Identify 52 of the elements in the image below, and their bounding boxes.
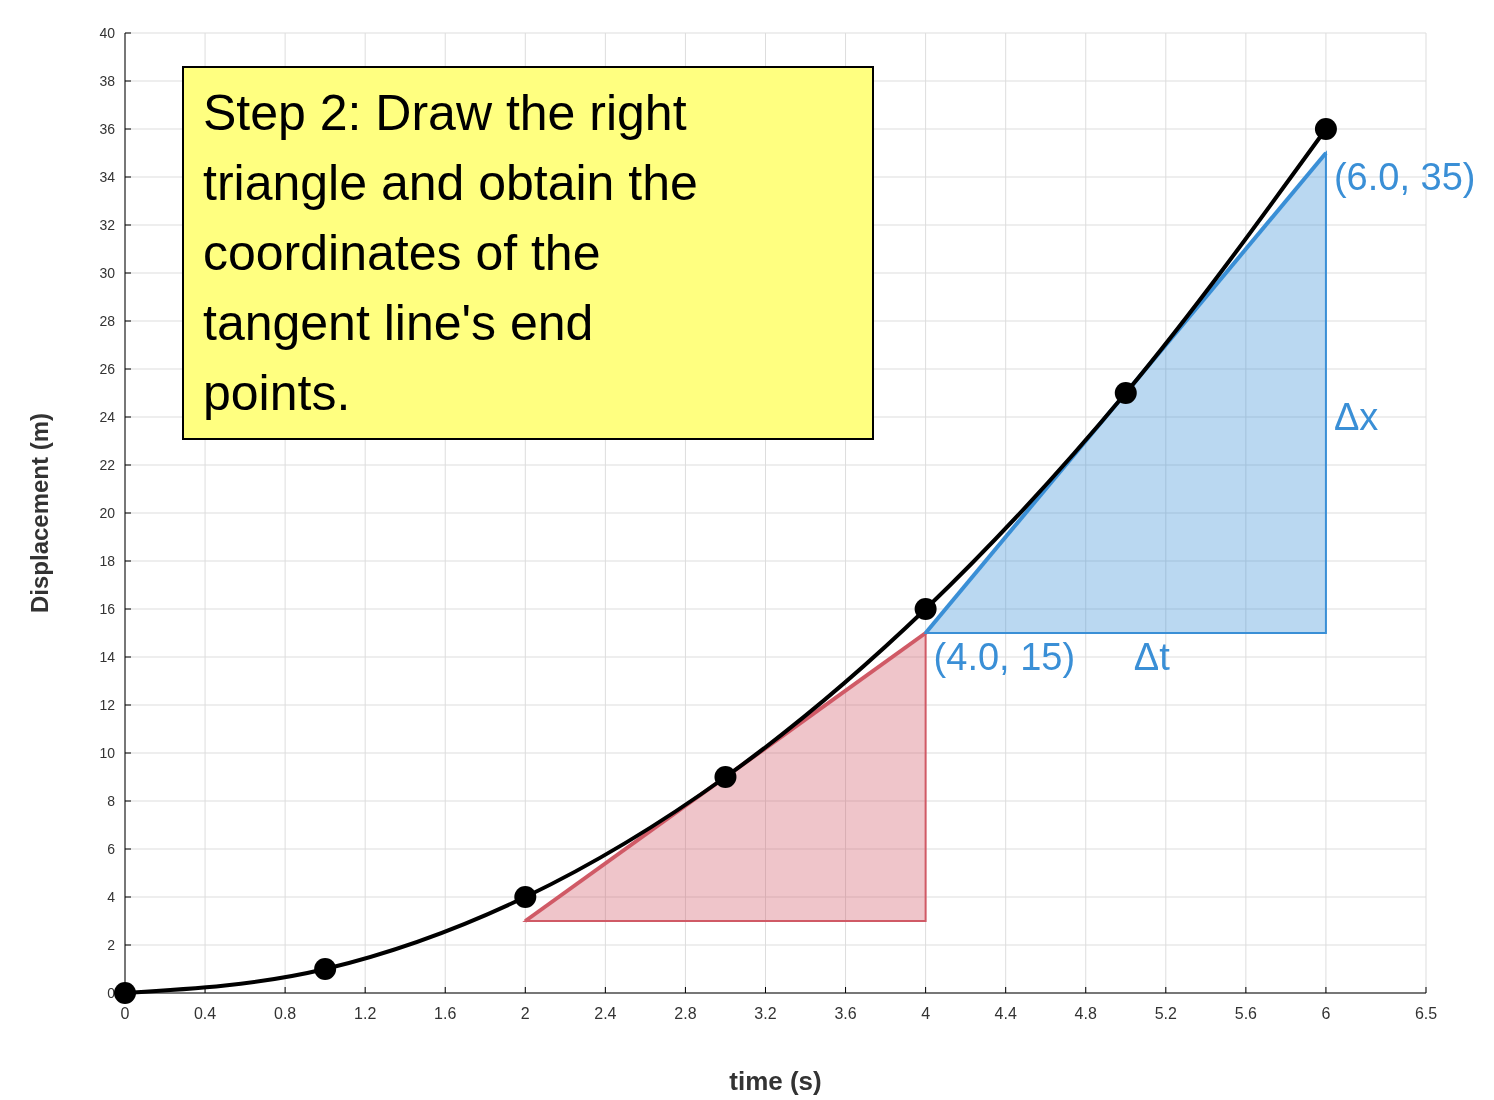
y-tick-label: 22 <box>99 456 116 473</box>
x-tick-label: 1.6 <box>434 1005 457 1022</box>
y-tick-label: 34 <box>99 168 116 185</box>
x-tick-label: 0 <box>120 1005 130 1022</box>
annotation: (6.0, 35) <box>1333 156 1476 199</box>
x-tick-label: 5.2 <box>1154 1005 1178 1022</box>
x-tick-label: 6 <box>1321 1005 1331 1022</box>
x-tick-label: 3.6 <box>834 1005 857 1022</box>
x-tick-label: 2 <box>520 1005 530 1022</box>
x-tick-label: 3.2 <box>754 1005 777 1022</box>
y-tick-label: 14 <box>99 648 116 665</box>
y-tick-label: 10 <box>99 744 116 761</box>
y-tick-label: 8 <box>107 792 116 809</box>
y-tick-label: 20 <box>99 504 116 521</box>
annotation: Δx <box>1333 396 1379 439</box>
y-tick-label: 26 <box>99 360 116 377</box>
x-tick-label: 4.8 <box>1074 1005 1097 1022</box>
y-tick-label: 0 <box>107 984 116 1001</box>
x-tick-label: 0.4 <box>193 1005 217 1022</box>
annotation: Δt <box>1133 636 1171 679</box>
y-tick-label: 40 <box>99 24 116 41</box>
y-tick-label: 18 <box>99 552 116 569</box>
x-tick-label: 4.4 <box>994 1005 1017 1022</box>
point <box>514 886 537 908</box>
y-tick-label: 2 <box>107 936 116 953</box>
x-tick-label: 2.4 <box>594 1005 617 1022</box>
y-tick-label: 12 <box>99 696 116 713</box>
x-tick-label: 5.6 <box>1234 1005 1258 1022</box>
y-tick-label: 16 <box>99 600 116 617</box>
point <box>114 982 136 1004</box>
point <box>1314 118 1337 140</box>
x-tick-label: 0.8 <box>274 1005 297 1022</box>
y-tick-label: 36 <box>99 120 116 137</box>
point <box>714 766 737 788</box>
y-tick-label: 6 <box>107 840 116 857</box>
y-tick-label: 32 <box>99 216 116 233</box>
x-tick-label: 4 <box>921 1005 931 1022</box>
y-tick-label: 38 <box>99 72 116 89</box>
x-tick-label: 6.5 <box>1414 1005 1438 1022</box>
y-tick-label: 30 <box>99 264 116 281</box>
point <box>314 958 337 980</box>
x-tick-label: 2.8 <box>674 1005 697 1022</box>
x-axis-title: time (s) <box>729 1066 822 1096</box>
y-tick-label: 24 <box>99 408 116 425</box>
y-tick-label: 4 <box>107 888 116 905</box>
y-tick-label: 28 <box>99 312 116 329</box>
y-axis-title: Displacement (m) <box>26 412 53 614</box>
point <box>1114 382 1137 404</box>
annotation: Step 2: Draw the right triangle and obtain the coordinates of the tangent line's end points. <box>203 85 698 421</box>
x-tick-label: 1.2 <box>354 1005 377 1022</box>
point <box>914 598 937 620</box>
annotation: (4.0, 15) <box>933 636 1076 679</box>
